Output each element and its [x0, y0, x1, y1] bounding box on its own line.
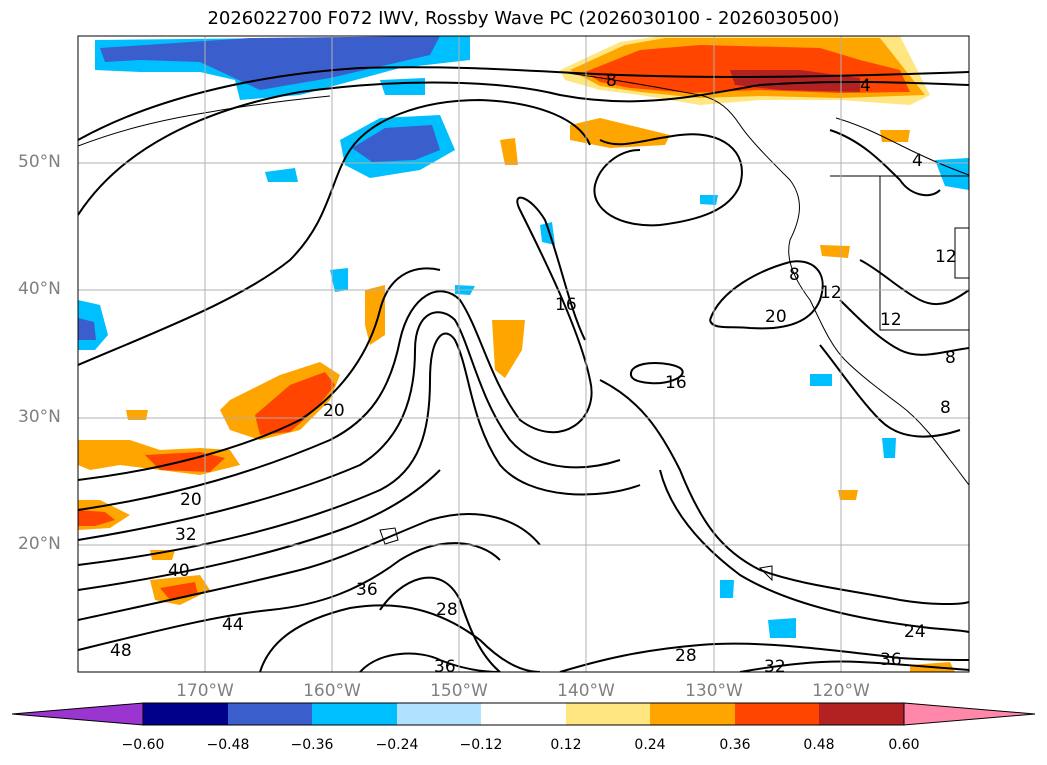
contour-label: 28: [675, 646, 697, 666]
contour-label: 36: [356, 580, 378, 600]
colorbar-segment: [143, 703, 228, 725]
iwv-contours: [78, 66, 969, 672]
lon-label: 160°W: [303, 681, 361, 701]
negative-anomaly-shading: [78, 36, 969, 638]
lon-label: 170°W: [176, 681, 234, 701]
contour-label: 48: [110, 641, 132, 661]
contour-label: 40: [168, 561, 190, 581]
lat-label: 20°N: [18, 534, 61, 554]
map-frame: [77, 35, 970, 673]
colorbar-tick: 0.60: [888, 737, 920, 753]
lon-label: 150°W: [430, 681, 488, 701]
contour-label: 8: [606, 71, 617, 91]
contour-label: 20: [180, 490, 202, 510]
contour-label: 36: [434, 657, 456, 677]
contour-label: 4: [860, 76, 871, 96]
colorbar-tick: −0.36: [290, 737, 334, 753]
contour-label: 12: [935, 247, 957, 267]
colorbar-tick: −0.12: [459, 737, 503, 753]
lon-label: 140°W: [557, 681, 615, 701]
contour-label: 32: [764, 657, 786, 677]
contour-label: 8: [940, 398, 951, 418]
colorbar-segment: [566, 703, 650, 725]
contour-labels: 8 4 4 16 16 20 20 20 32 40 44 48 36 28 2…: [110, 71, 957, 677]
colorbar-tick: −0.24: [375, 737, 419, 753]
colorbar: [11, 702, 1036, 726]
colorbar-segment: [312, 703, 397, 725]
contour-label: 12: [820, 283, 842, 303]
colorbar-tick: 0.48: [803, 737, 835, 753]
lon-label: 130°W: [685, 681, 743, 701]
contour-label: 8: [789, 265, 800, 285]
colorbar-extend-high: [903, 702, 1036, 726]
gridlines: [78, 36, 969, 672]
colorbar-segment: [481, 703, 566, 725]
contour-label: 20: [765, 307, 787, 327]
colorbar-segment: [650, 703, 735, 725]
contour-label: 32: [175, 525, 197, 545]
colorbar-tick: 0.36: [719, 737, 751, 753]
positive-anomaly-shading: [78, 36, 955, 672]
contour-label: 28: [436, 600, 458, 620]
contour-label: 36: [880, 650, 902, 670]
coastlines: [78, 71, 969, 582]
colorbar-extend-low: [11, 702, 144, 726]
colorbar-segment: [228, 703, 312, 725]
contour-label: 12: [880, 310, 902, 330]
colorbar-segment: [397, 703, 481, 725]
colorbar-tick: 0.24: [634, 737, 666, 753]
lat-label: 40°N: [18, 279, 61, 299]
colorbar-frame: [142, 702, 905, 726]
map-title: 2026022700 F072 IWV, Rossby Wave PC (202…: [207, 8, 840, 29]
contour-label: 20: [323, 401, 345, 421]
contour-label: 16: [665, 373, 687, 393]
colorbar-tick: −0.48: [206, 737, 250, 753]
contour-label: 44: [222, 615, 244, 635]
lon-label: 120°W: [812, 681, 870, 701]
colorbar-segment: [819, 703, 904, 725]
colorbar-tick: 0.12: [550, 737, 582, 753]
lat-label: 30°N: [18, 407, 61, 427]
contour-label: 4: [912, 151, 923, 171]
contour-label: 8: [945, 348, 956, 368]
lat-label: 50°N: [18, 152, 61, 172]
colorbar-segment: [735, 703, 819, 725]
contour-label: 16: [555, 295, 577, 315]
contour-label: 24: [904, 622, 926, 642]
colorbar-tick: −0.60: [121, 737, 165, 753]
